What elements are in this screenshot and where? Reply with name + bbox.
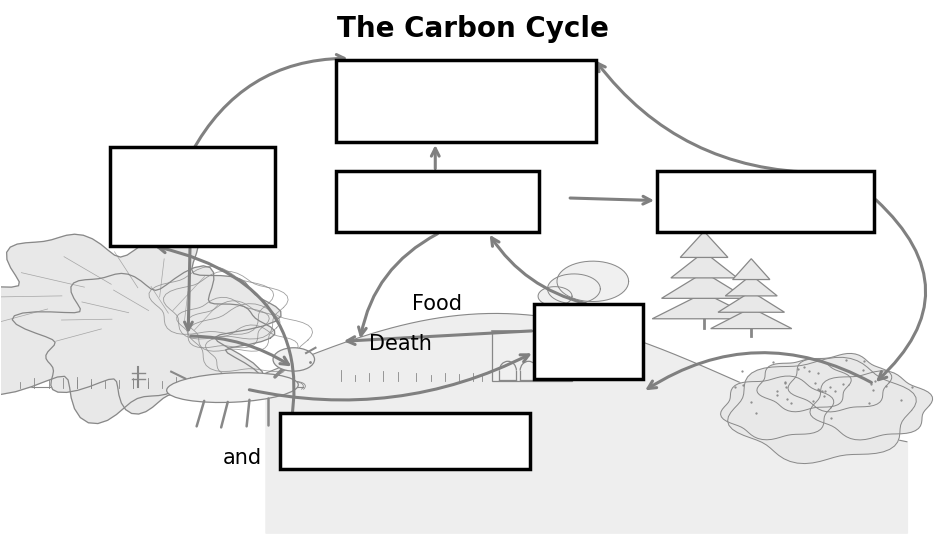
Polygon shape xyxy=(718,292,784,312)
Bar xyxy=(492,331,572,381)
Polygon shape xyxy=(726,275,778,296)
Text: The Carbon Cycle: The Carbon Cycle xyxy=(337,14,609,43)
Bar xyxy=(336,171,539,232)
Polygon shape xyxy=(557,261,629,302)
Bar xyxy=(280,413,530,469)
Polygon shape xyxy=(727,357,917,464)
Polygon shape xyxy=(680,231,728,257)
Polygon shape xyxy=(810,371,933,440)
Polygon shape xyxy=(0,224,281,423)
Polygon shape xyxy=(652,293,756,319)
Ellipse shape xyxy=(166,373,298,403)
Polygon shape xyxy=(732,258,770,279)
Circle shape xyxy=(273,348,314,371)
Polygon shape xyxy=(671,252,737,278)
Bar xyxy=(534,304,642,379)
Text: Food: Food xyxy=(412,294,462,314)
Text: and: and xyxy=(223,448,262,468)
Text: Death: Death xyxy=(369,334,432,354)
Bar xyxy=(657,171,874,232)
Polygon shape xyxy=(757,359,851,412)
Polygon shape xyxy=(710,308,792,328)
Bar xyxy=(336,60,596,142)
Polygon shape xyxy=(661,272,746,299)
Bar xyxy=(547,296,564,336)
Polygon shape xyxy=(721,376,833,440)
Polygon shape xyxy=(12,266,274,414)
Polygon shape xyxy=(788,354,892,412)
Bar xyxy=(110,147,275,246)
Polygon shape xyxy=(538,287,572,306)
Polygon shape xyxy=(548,274,601,304)
